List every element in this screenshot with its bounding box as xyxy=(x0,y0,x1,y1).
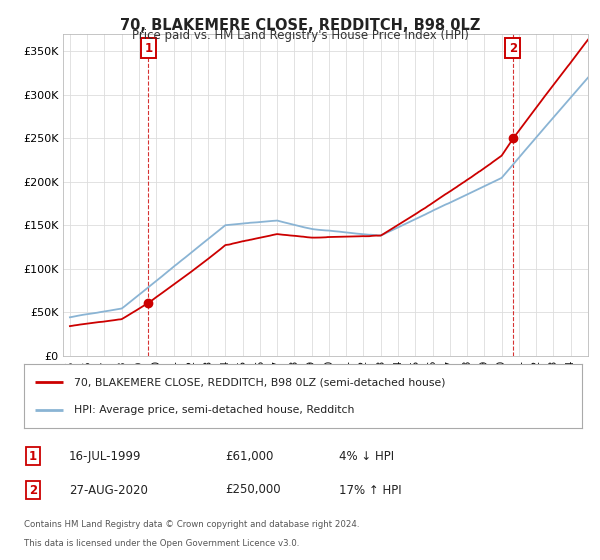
Text: This data is licensed under the Open Government Licence v3.0.: This data is licensed under the Open Gov… xyxy=(24,539,299,548)
Text: £250,000: £250,000 xyxy=(225,483,281,497)
Text: 70, BLAKEMERE CLOSE, REDDITCH, B98 0LZ (semi-detached house): 70, BLAKEMERE CLOSE, REDDITCH, B98 0LZ (… xyxy=(74,377,446,387)
Text: 70, BLAKEMERE CLOSE, REDDITCH, B98 0LZ: 70, BLAKEMERE CLOSE, REDDITCH, B98 0LZ xyxy=(120,18,480,33)
Text: Price paid vs. HM Land Registry's House Price Index (HPI): Price paid vs. HM Land Registry's House … xyxy=(131,29,469,42)
Text: Contains HM Land Registry data © Crown copyright and database right 2024.: Contains HM Land Registry data © Crown c… xyxy=(24,520,359,529)
Text: 2: 2 xyxy=(29,483,37,497)
Text: 17% ↑ HPI: 17% ↑ HPI xyxy=(339,483,401,497)
Text: 27-AUG-2020: 27-AUG-2020 xyxy=(69,483,148,497)
Text: HPI: Average price, semi-detached house, Redditch: HPI: Average price, semi-detached house,… xyxy=(74,405,355,416)
Text: 1: 1 xyxy=(144,41,152,55)
Text: 16-JUL-1999: 16-JUL-1999 xyxy=(69,450,142,463)
Text: 1: 1 xyxy=(29,450,37,463)
Text: 2: 2 xyxy=(509,41,517,55)
Text: 4% ↓ HPI: 4% ↓ HPI xyxy=(339,450,394,463)
Text: £61,000: £61,000 xyxy=(225,450,274,463)
